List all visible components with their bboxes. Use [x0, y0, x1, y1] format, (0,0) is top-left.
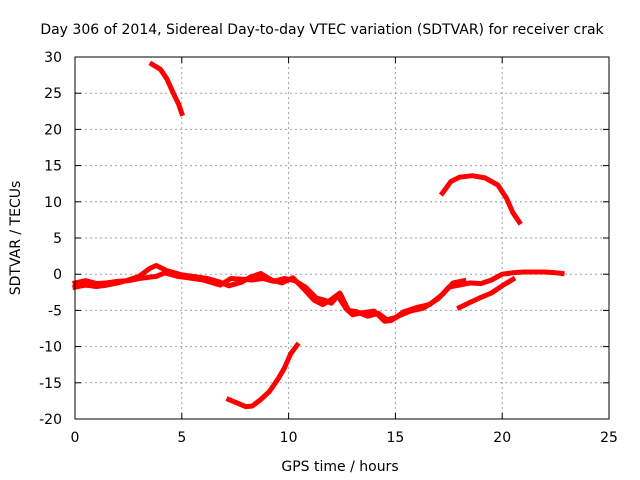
series-cluster-evening-low	[456, 275, 517, 311]
series-track-high-evening	[438, 173, 523, 226]
y-tick-label: 30	[44, 50, 62, 66]
series-cluster-main-2	[72, 263, 467, 323]
series-track-high-early	[148, 60, 185, 117]
chart-title: Day 306 of 2014, Sidereal Day-to-day VTE…	[40, 22, 604, 38]
y-tick-label: 10	[44, 195, 62, 211]
series-track-low-morning	[225, 341, 301, 410]
x-tick-label: 15	[386, 430, 404, 446]
y-tick-label: -20	[39, 412, 62, 428]
tick-layer: 0 5 10 15 20 25 -20 -15 -10 -5 0 5 10 15 20 25 30	[39, 50, 618, 446]
y-tick-label: 20	[44, 122, 62, 138]
y-tick-label: 15	[44, 159, 62, 175]
x-tick-label: 20	[493, 430, 511, 446]
x-tick-label: 5	[177, 430, 186, 446]
x-axis-label: GPS time / hours	[281, 459, 398, 475]
y-tick-label: 25	[44, 86, 62, 102]
grid	[75, 57, 609, 419]
series-layer	[72, 60, 565, 410]
y-tick-label: -15	[39, 376, 62, 392]
x-tick-label: 25	[600, 430, 618, 446]
y-axis-label: SDTVAR / TECUs	[8, 181, 24, 296]
y-tick-label: -10	[39, 340, 62, 356]
y-tick-label: 5	[53, 231, 62, 247]
x-tick-label: 0	[71, 430, 80, 446]
y-tick-label: -5	[48, 303, 62, 319]
x-tick-label: 10	[280, 430, 298, 446]
y-tick-label: 0	[53, 267, 62, 283]
